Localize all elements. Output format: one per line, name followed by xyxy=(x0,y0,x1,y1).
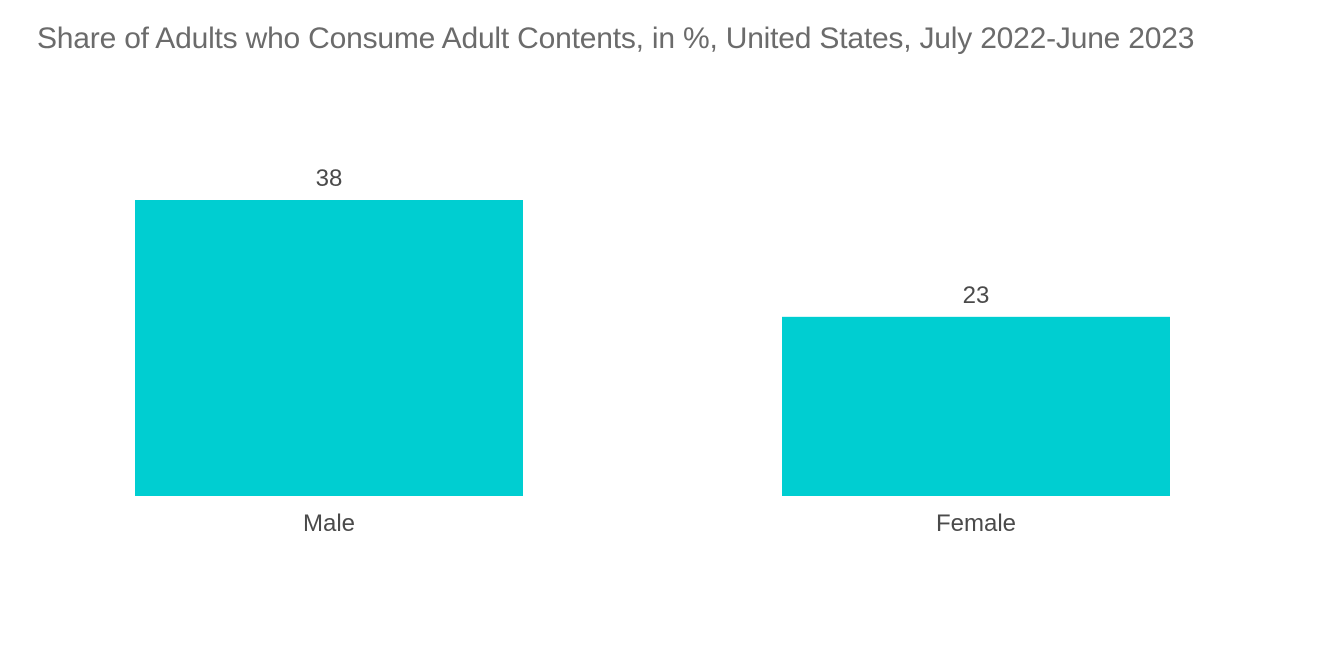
category-label-female: Female xyxy=(936,510,1016,537)
category-label-male: Male xyxy=(303,510,355,537)
data-label-male: 38 xyxy=(316,165,343,192)
bars-layer xyxy=(135,200,1170,496)
data-label-female: 23 xyxy=(963,282,990,309)
bar-male xyxy=(135,200,523,496)
chart-title: Share of Adults who Consume Adult Conten… xyxy=(37,22,1195,55)
bar-female xyxy=(782,316,1170,496)
labels-layer: 38 Male 23 Female xyxy=(303,165,1016,537)
